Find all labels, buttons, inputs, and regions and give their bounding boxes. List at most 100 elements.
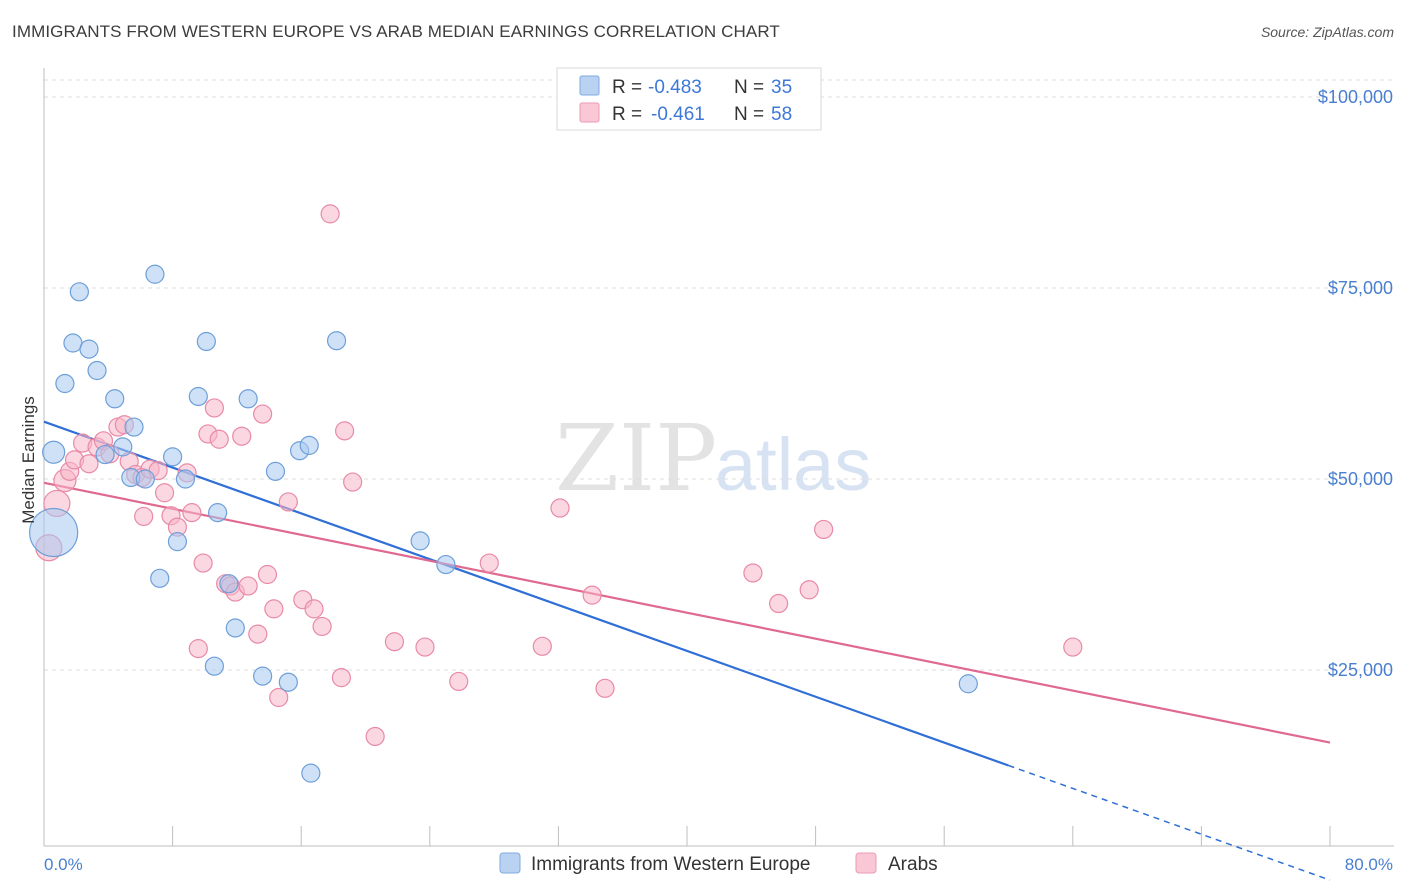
point-arabs-52 bbox=[550, 498, 570, 518]
point-western-europe-20 bbox=[204, 656, 224, 676]
watermark-zip: ZIP bbox=[555, 405, 717, 512]
point-western-europe-15 bbox=[163, 447, 183, 467]
legend-box bbox=[556, 67, 822, 131]
point-arabs-15 bbox=[134, 506, 154, 527]
data-points bbox=[29, 204, 1083, 783]
point-western-europe-0 bbox=[29, 507, 79, 558]
point-arabs-36 bbox=[264, 599, 284, 619]
point-arabs-46 bbox=[365, 726, 385, 747]
legend-r-label-2: R = bbox=[612, 104, 642, 125]
point-western-europe-32 bbox=[410, 531, 430, 551]
point-arabs-55 bbox=[743, 563, 763, 583]
legend-r-label-1: R = bbox=[612, 77, 642, 98]
series-legend-label-arabs: Arabs bbox=[888, 854, 938, 875]
trend-line-0 bbox=[43, 420, 1009, 767]
y-tick-label-3: $100,000 bbox=[1318, 87, 1393, 107]
point-arabs-47 bbox=[384, 632, 405, 652]
point-arabs-44 bbox=[335, 421, 355, 441]
point-western-europe-33 bbox=[436, 554, 456, 575]
point-western-europe-4 bbox=[69, 282, 89, 302]
point-western-europe-26 bbox=[265, 461, 286, 481]
y-tick-label-1: $50,000 bbox=[1328, 469, 1393, 489]
point-arabs-42 bbox=[320, 204, 340, 224]
legend-swatch-arabs bbox=[579, 102, 600, 123]
point-arabs-43 bbox=[331, 668, 351, 688]
point-western-europe-34 bbox=[958, 674, 978, 694]
trend-line-extension-0 bbox=[1008, 764, 1331, 881]
point-western-europe-8 bbox=[105, 389, 125, 409]
chart-title: IMMIGRANTS FROM WESTERN EUROPE VS ARAB M… bbox=[12, 22, 780, 41]
point-western-europe-25 bbox=[253, 666, 273, 686]
point-western-europe-12 bbox=[135, 469, 155, 489]
point-western-europe-9 bbox=[113, 437, 133, 457]
watermark-atlas: atlas bbox=[715, 423, 871, 506]
point-arabs-33 bbox=[248, 624, 268, 644]
series-legend: Immigrants from Western Europe Arabs bbox=[499, 852, 938, 875]
point-western-europe-17 bbox=[175, 469, 196, 489]
point-western-europe-24 bbox=[238, 389, 258, 409]
legend-n-label-2: N = bbox=[734, 104, 764, 125]
legend-r-value-2: -0.461 bbox=[651, 104, 705, 125]
point-arabs-48 bbox=[415, 637, 435, 657]
point-arabs-49 bbox=[449, 671, 469, 692]
source-label: Source: ZipAtlas.com bbox=[1260, 24, 1394, 40]
point-western-europe-6 bbox=[87, 360, 107, 381]
point-western-europe-7 bbox=[95, 444, 115, 465]
point-arabs-45 bbox=[343, 472, 363, 492]
point-arabs-31 bbox=[232, 426, 252, 446]
point-arabs-57 bbox=[799, 580, 819, 600]
x-tick-label-max: 80.0% bbox=[1345, 855, 1393, 874]
point-western-europe-2 bbox=[55, 373, 75, 394]
point-western-europe-27 bbox=[278, 672, 298, 692]
point-arabs-59 bbox=[1063, 637, 1083, 657]
point-western-europe-22 bbox=[219, 574, 239, 594]
trend-line-1 bbox=[43, 481, 1331, 744]
point-arabs-38 bbox=[278, 492, 298, 512]
legend-swatch-western-europe bbox=[579, 75, 600, 96]
point-arabs-37 bbox=[269, 687, 289, 708]
legend-n-value-1: 35 bbox=[771, 77, 792, 98]
point-western-europe-5 bbox=[79, 339, 99, 359]
point-western-europe-19 bbox=[196, 331, 216, 352]
point-arabs-23 bbox=[188, 639, 208, 659]
legend-n-value-2: 58 bbox=[771, 104, 792, 125]
point-arabs-18 bbox=[154, 483, 175, 503]
y-tick-label-2: $75,000 bbox=[1328, 278, 1393, 298]
point-western-europe-10 bbox=[124, 417, 144, 437]
point-arabs-50 bbox=[479, 553, 499, 573]
series-legend-label-western-europe: Immigrants from Western Europe bbox=[531, 854, 810, 875]
series-legend-swatch-arabs bbox=[855, 852, 877, 874]
point-arabs-6 bbox=[79, 454, 99, 474]
y-axis-title: Median Earnings bbox=[19, 396, 38, 524]
point-western-europe-1 bbox=[42, 440, 66, 464]
point-arabs-34 bbox=[253, 404, 273, 424]
y-tick-label-0: $25,000 bbox=[1328, 660, 1393, 680]
point-arabs-51 bbox=[532, 636, 552, 656]
point-arabs-35 bbox=[257, 564, 278, 585]
axes bbox=[43, 68, 1394, 847]
point-arabs-41 bbox=[312, 616, 332, 637]
point-western-europe-13 bbox=[145, 264, 165, 284]
point-arabs-54 bbox=[595, 678, 615, 698]
point-western-europe-30 bbox=[301, 763, 321, 783]
point-arabs-58 bbox=[814, 519, 834, 540]
y-tick-labels: $25,000 $50,000 $75,000 $100,000 bbox=[1318, 87, 1393, 680]
series-legend-swatch-western-europe bbox=[499, 852, 521, 874]
point-arabs-26 bbox=[204, 398, 224, 418]
point-western-europe-23 bbox=[225, 618, 245, 638]
point-western-europe-29 bbox=[299, 435, 319, 455]
point-arabs-24 bbox=[193, 553, 213, 573]
point-arabs-27 bbox=[209, 429, 229, 449]
legend-r-value-1: -0.483 bbox=[648, 77, 702, 98]
point-arabs-40 bbox=[304, 599, 324, 619]
trend-lines bbox=[43, 420, 1331, 881]
point-western-europe-21 bbox=[208, 503, 228, 523]
point-western-europe-31 bbox=[326, 331, 347, 351]
point-arabs-32 bbox=[238, 576, 258, 596]
point-arabs-22 bbox=[182, 503, 202, 523]
point-western-europe-16 bbox=[167, 532, 188, 552]
point-arabs-53 bbox=[582, 585, 602, 605]
correlation-legend: R = -0.483 N = 35 R = -0.461 N = 58 bbox=[556, 67, 822, 131]
point-western-europe-18 bbox=[188, 386, 208, 407]
